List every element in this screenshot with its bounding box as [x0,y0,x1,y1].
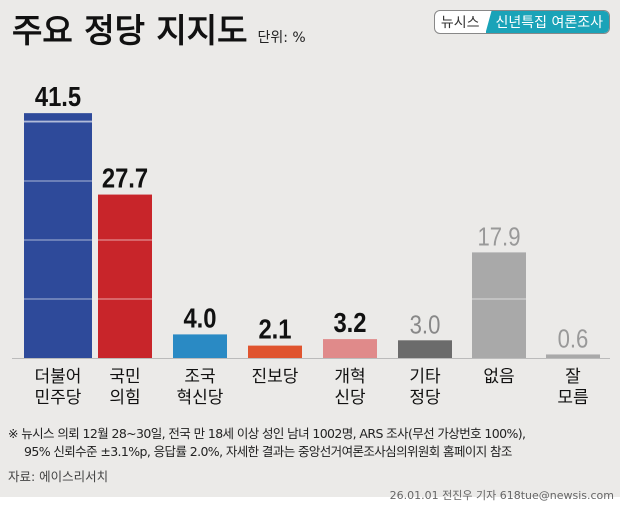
category-label: 없음 [483,367,514,387]
data-label: 0.6 [558,325,589,354]
bar [248,345,302,358]
bar [472,252,526,358]
data-label: 27.7 [102,162,148,194]
header: 주요 정당 지지도 단위: % [12,4,420,52]
series-badge: 뉴시스 신년특집 여론조사 [433,10,610,34]
category-label: 정당 [409,388,441,408]
footer: ※ 뉴시스 의뢰 12월 28~30일, 전국 만 18세 이상 성인 남녀 1… [8,425,614,503]
category-label: 잘 [565,367,581,387]
page-title: 주요 정당 지지도 [12,11,248,50]
data-label: 41.5 [35,80,81,112]
badge-brand: 뉴시스 [440,15,480,31]
bar [24,113,92,359]
category-label: 혁신당 [177,388,224,408]
unit-label: 단위: % [257,30,306,46]
data-label: 17.9 [478,223,521,252]
footnote-line-2: 95% 신뢰수준 ±3.1%p, 응답률 2.0%, 자세한 결과는 중앙선거여… [24,444,512,459]
bar [398,340,452,358]
badge-label: 신년특집 여론조사 [485,11,609,33]
category-label: 의힘 [109,388,140,408]
category-label: 개혁 [334,367,365,387]
data-label: 3.2 [333,306,366,338]
category-label: 신당 [334,388,366,408]
category-label: 기타 [409,367,441,387]
bar [323,339,377,358]
footnote: ※ 뉴시스 의뢰 12월 28~30일, 전국 만 18세 이상 성인 남녀 1… [8,425,614,461]
data-label: 4.0 [183,302,216,334]
category-label: 모름 [557,388,588,408]
category-label: 조국 [184,367,215,387]
category-label: 진보당 [252,367,299,387]
category-label: 민주당 [35,388,82,408]
bar [98,194,152,358]
bar [173,334,227,358]
data-label: 3.0 [410,311,441,340]
source: 자료: 에이스리서치 [8,469,109,484]
bar [546,354,600,358]
data-label: 2.1 [258,313,291,345]
category-label: 더불어 [35,367,82,387]
category-label: 국민 [109,367,140,387]
credit: 26.01.01 전진우 기자 618tue@newsis.com [389,489,614,502]
footnote-line-1: ※ 뉴시스 의뢰 12월 28~30일, 전국 만 18세 이상 성인 남녀 1… [8,426,526,441]
